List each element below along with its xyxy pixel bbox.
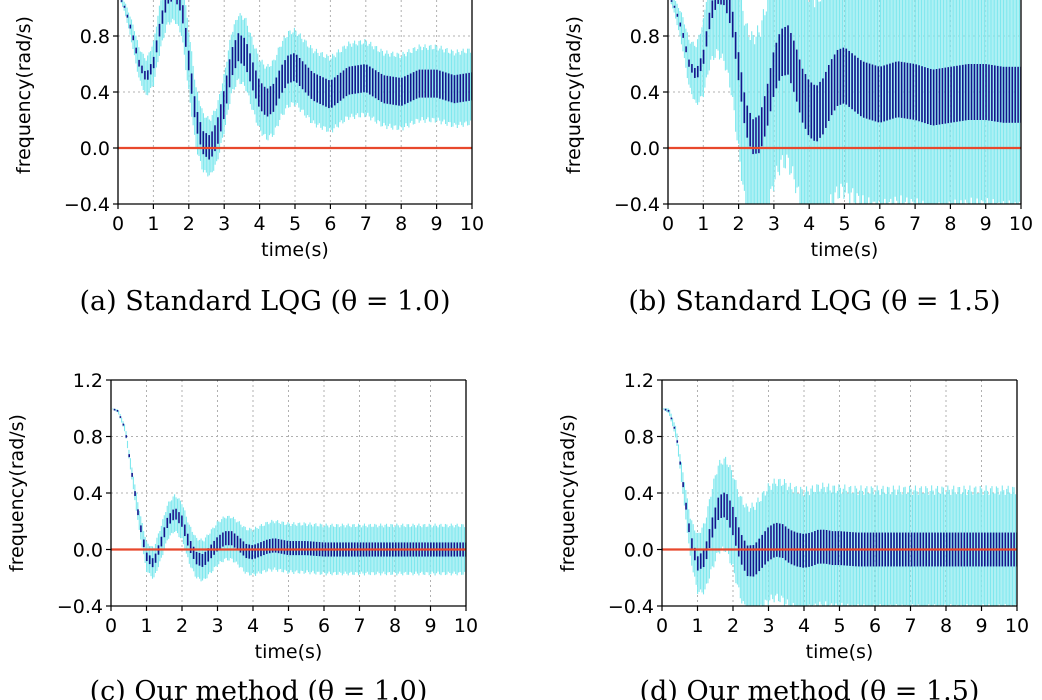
x-tick-label: 10 (1009, 213, 1033, 235)
x-tick-label: 5 (838, 213, 850, 235)
y-axis-label: frequency(rad/s) (557, 414, 579, 572)
y-tick-label: 0.8 (80, 26, 110, 48)
x-tick-label: 9 (980, 213, 992, 235)
x-tick-label: 5 (833, 615, 845, 637)
y-tick-label: −0.4 (614, 194, 660, 216)
mean-spread-series (670, 0, 1021, 155)
x-tick-label: 7 (909, 213, 921, 235)
std-band-series (663, 408, 1017, 606)
x-tick-label: 7 (360, 213, 372, 235)
x-tick-label: 2 (183, 213, 195, 235)
x-tick-label: 5 (282, 615, 294, 637)
x-tick-label: 8 (944, 213, 956, 235)
panel-caption: (a) Standard LQG (θ = 1.0) (80, 286, 451, 317)
x-tick-label: 0 (112, 213, 124, 235)
x-tick-label: 9 (424, 615, 436, 637)
x-axis-label: time(s) (261, 239, 329, 261)
panel-caption: (b) Standard LQG (θ = 1.5) (628, 286, 1000, 317)
y-tick-label: −0.4 (608, 596, 654, 618)
x-tick-label: 6 (324, 213, 336, 235)
std-band-series (670, 0, 1021, 204)
x-tick-label: 4 (247, 615, 259, 637)
x-axis-label: time(s) (806, 641, 874, 663)
y-tick-label: 0.4 (624, 483, 654, 505)
x-tick-label: 3 (218, 213, 230, 235)
x-tick-label: 2 (176, 615, 188, 637)
x-tick-label: 3 (211, 615, 223, 637)
x-tick-label: 1 (691, 615, 703, 637)
y-tick-label: 0.8 (630, 26, 660, 48)
x-tick-label: 4 (803, 213, 815, 235)
y-tick-label: 0.8 (624, 427, 654, 449)
x-tick-label: 9 (975, 615, 987, 637)
x-tick-label: 0 (662, 213, 674, 235)
mean-spread-series (120, 0, 472, 160)
x-tick-label: 8 (395, 213, 407, 235)
x-tick-label: 2 (733, 213, 745, 235)
y-tick-label: 0.0 (630, 138, 660, 160)
x-tick-label: 9 (431, 213, 443, 235)
y-tick-label: 0.0 (73, 540, 103, 562)
panel-b: 0 1 2 3 4 5 6 7 8 9 10 −0.4 0.0 0.4 0.8 time(s) frequenc… (563, 0, 1033, 317)
x-tick-label: 2 (727, 615, 739, 637)
y-tick-label: 0.8 (73, 427, 103, 449)
x-tick-label: 1 (697, 213, 709, 235)
plot-area (663, 408, 1017, 606)
mean-spread-series (113, 408, 466, 568)
plot-area (112, 408, 466, 582)
x-tick-label: 4 (254, 213, 266, 235)
x-tick-label: 1 (147, 213, 159, 235)
x-tick-label: 4 (798, 615, 810, 637)
plot-area (120, 0, 472, 177)
x-tick-label: 6 (869, 615, 881, 637)
x-tick-label: 8 (389, 615, 401, 637)
y-tick-label: 1.2 (73, 370, 103, 392)
panel-caption: (d) Our method (θ = 1.5) (640, 676, 980, 700)
x-tick-label: 3 (762, 615, 774, 637)
x-tick-label: 8 (940, 615, 952, 637)
panel-caption: (c) Our method (θ = 1.0) (90, 676, 428, 700)
y-tick-label: 0.4 (80, 82, 110, 104)
x-tick-label: 3 (768, 213, 780, 235)
x-tick-label: 6 (318, 615, 330, 637)
y-axis-label: frequency(rad/s) (13, 16, 35, 174)
x-tick-label: 10 (1005, 615, 1029, 637)
y-tick-label: 0.4 (630, 82, 660, 104)
x-axis-label: time(s) (811, 239, 879, 261)
x-tick-label: 10 (460, 213, 484, 235)
y-tick-label: 0.0 (624, 540, 654, 562)
x-tick-label: 5 (289, 213, 301, 235)
y-tick-label: 1.2 (624, 370, 654, 392)
x-tick-label: 6 (874, 213, 886, 235)
x-tick-label: 0 (105, 615, 117, 637)
y-axis-label: frequency(rad/s) (563, 16, 585, 174)
y-tick-label: 0.0 (80, 138, 110, 160)
x-tick-label: 0 (656, 615, 668, 637)
panel-c: 0 1 2 3 4 5 6 7 8 9 10 1.2 0.8 0.4 0.0 −0.4 time(s) frequ… (6, 370, 478, 700)
x-tick-label: 7 (904, 615, 916, 637)
x-tick-label: 1 (140, 615, 152, 637)
x-tick-label: 10 (454, 615, 478, 637)
x-tick-label: 7 (353, 615, 365, 637)
panel-a: 0 1 2 3 4 5 6 7 8 9 10 −0.4 0.0 0.4 0.8 time(s) frequenc… (13, 0, 484, 317)
y-axis-label: frequency(rad/s) (6, 414, 28, 572)
plot-area (670, 0, 1021, 204)
y-tick-label: −0.4 (64, 194, 110, 216)
x-axis-label: time(s) (255, 641, 323, 663)
y-tick-label: 0.4 (73, 483, 103, 505)
y-tick-label: −0.4 (57, 596, 103, 618)
panel-d: 0 1 2 3 4 5 6 7 8 9 10 1.2 0.8 0.4 0.0 −0.4 time(s) frequ… (557, 370, 1029, 700)
